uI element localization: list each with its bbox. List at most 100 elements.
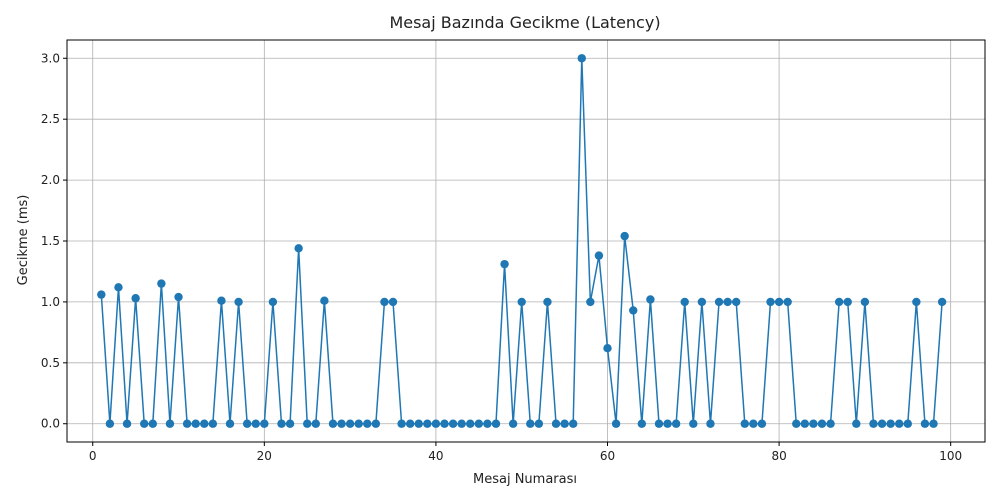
data-point [225,419,235,428]
y-tick-label: 3.0 [41,51,60,65]
data-point [148,419,157,428]
data-point [466,419,475,428]
data-point [774,297,784,307]
data-point [440,419,449,428]
data-point [388,297,398,307]
data-point [689,419,698,428]
data-point [920,419,930,428]
data-point [371,419,381,428]
y-tick-label: 2.5 [41,112,60,126]
data-point [903,419,912,428]
data-point [723,297,732,307]
data-point [843,297,852,307]
data-point [654,419,664,428]
data-point [260,419,269,428]
data-point [448,419,458,428]
data-point [174,292,183,302]
x-tick-label: 100 [939,449,962,463]
data-point [929,419,938,428]
data-point [800,419,810,428]
data-point [663,419,672,428]
data-point [912,297,921,307]
data-point [895,419,904,428]
data-point [543,297,552,307]
data-point [491,419,501,428]
data-point [757,419,767,428]
data-point [697,297,707,307]
data-point [586,297,595,307]
data-point [629,306,638,315]
data-point [731,297,741,307]
data-point [157,279,166,288]
data-point [937,297,947,307]
data-point [397,419,406,428]
data-point [457,419,466,428]
data-point [234,297,243,307]
data-point [182,419,192,428]
data-point [508,419,518,428]
data-point [311,419,321,428]
data-point [534,419,544,428]
data-point [165,419,175,428]
data-point [877,419,887,428]
data-point [208,419,218,428]
data-point [577,54,586,63]
chart-title: Mesaj Bazında Gecikme (Latency) [389,13,660,32]
data-point [817,419,827,428]
data-point [328,419,338,428]
data-point [414,419,423,428]
x-axis-label: Mesaj Numarası [473,472,577,487]
data-point [680,297,689,307]
data-point [714,297,724,307]
y-tick-label: 1.0 [41,295,60,309]
data-point [517,297,526,307]
x-tick-label: 20 [257,449,272,463]
y-tick-label: 2.0 [41,173,60,187]
data-point [766,297,775,307]
data-point [105,419,115,428]
data-point [251,419,260,428]
y-tick-label: 0.0 [41,417,60,431]
data-point [706,419,715,428]
data-point [886,419,895,428]
x-tick-label: 40 [428,449,443,463]
grid [67,40,985,442]
data-point [483,419,492,428]
data-point [405,419,415,428]
y-tick-label: 0.5 [41,356,60,370]
data-point [568,419,578,428]
data-point [285,419,295,428]
series-latency [97,54,947,428]
data-point [646,295,655,304]
data-point [131,294,140,303]
data-point [740,419,749,428]
data-point [869,419,878,428]
data-point [345,419,355,428]
data-point [551,419,561,428]
data-point [594,251,604,260]
data-point [217,296,226,305]
data-point [354,419,363,428]
data-point [97,290,106,299]
data-point [474,419,484,428]
y-tick-label: 1.5 [41,234,60,248]
data-point [363,419,372,428]
data-point [749,419,758,428]
axes: 0 20 40 60 80 100 0.0 0.5 1.0 1.5 2.0 2.5 3.0 [41,51,962,463]
x-tick-label: 0 [89,449,97,463]
data-point [560,419,569,428]
data-point [860,297,870,307]
data-point [834,297,844,307]
data-point [620,231,629,241]
data-point [500,259,509,269]
data-point [526,419,535,428]
data-point [277,419,286,428]
data-point [140,419,149,428]
data-point [122,419,132,428]
data-point [337,419,346,428]
data-point [268,297,278,307]
data-point [303,419,312,428]
data-point [294,244,303,253]
data-point [792,419,801,428]
